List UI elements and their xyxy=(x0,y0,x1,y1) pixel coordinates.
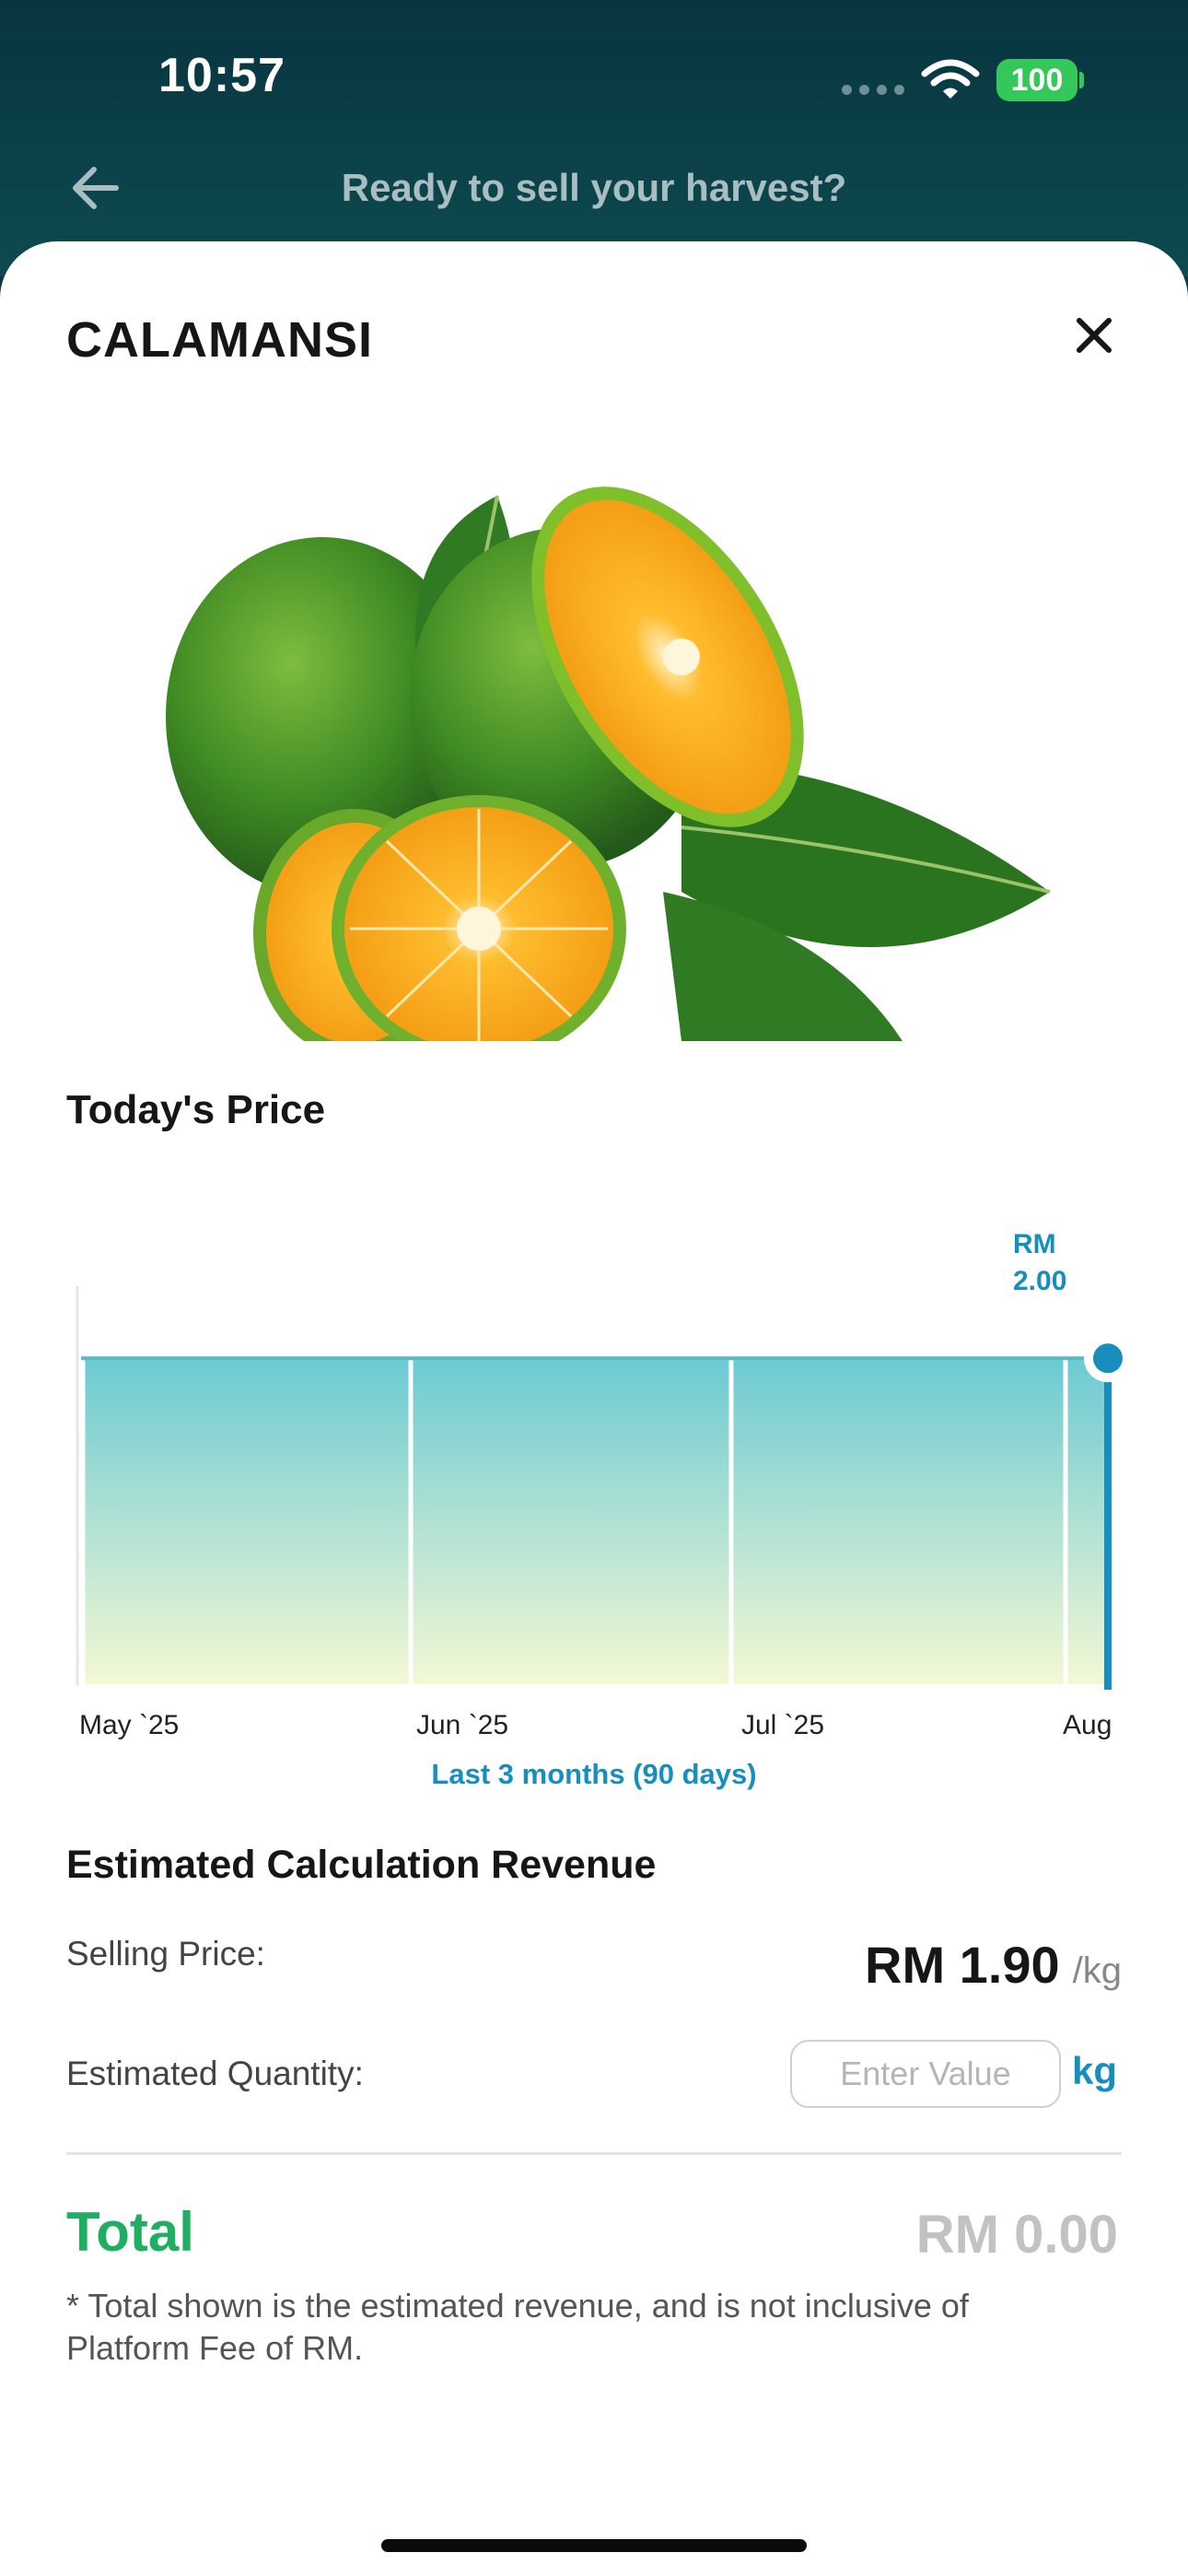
product-image xyxy=(166,486,1051,1041)
status-time: 10:57 xyxy=(158,49,285,102)
selling-price-value: RM 1.90 xyxy=(865,1936,1060,1994)
top-app-bar: 10:57 100 Ready to sell your harvest? xyxy=(0,0,1188,276)
wifi-icon xyxy=(921,59,980,99)
chart-current-value-label: 2.00 xyxy=(1013,1266,1066,1296)
estimated-quantity-label: Estimated Quantity: xyxy=(66,2055,364,2092)
revenue-footnote: * Total shown is the estimated revenue, … xyxy=(66,2287,969,2367)
chart-x-tick-label: Jun `25 xyxy=(416,1710,508,1740)
back-arrow-icon[interactable] xyxy=(66,158,125,217)
battery-tip xyxy=(1079,72,1084,88)
quantity-unit: kg xyxy=(1072,2049,1118,2092)
home-indicator[interactable] xyxy=(381,2539,807,2552)
close-icon[interactable] xyxy=(1068,310,1120,361)
selling-price-value-group: RM 1.90 /kg xyxy=(865,1935,1122,1995)
cellular-signal-icon xyxy=(842,85,904,95)
chart-x-tick-label: May `25 xyxy=(79,1710,179,1740)
product-name: CALAMANSI xyxy=(66,312,373,368)
calculation-title: Estimated Calculation Revenue xyxy=(66,1843,657,1887)
chart-current-value-label: RM xyxy=(1013,1229,1056,1259)
selling-price-label: Selling Price: xyxy=(66,1935,265,1973)
battery-indicator: 100 xyxy=(996,59,1077,101)
chart-x-tick-label: Jul `25 xyxy=(741,1710,824,1740)
divider xyxy=(66,2152,1122,2155)
chart-x-tick-label: Aug xyxy=(1063,1710,1112,1740)
chart-current-point xyxy=(1093,1343,1123,1374)
quantity-input[interactable] xyxy=(790,2040,1061,2108)
chart-area xyxy=(81,1358,1107,1684)
header-title: Ready to sell your harvest? xyxy=(341,166,847,209)
total-label: Total xyxy=(66,2201,194,2263)
price-chart: RM 2.00 May `25 Jun `25 Jul `25 Aug xyxy=(76,1229,1132,1740)
selling-price-unit: /kg xyxy=(1072,1950,1122,1991)
chart-range-label: Last 3 months (90 days) xyxy=(431,1758,757,1790)
today-price-title: Today's Price xyxy=(66,1087,326,1132)
total-value: RM 0.00 xyxy=(915,2205,1118,2265)
